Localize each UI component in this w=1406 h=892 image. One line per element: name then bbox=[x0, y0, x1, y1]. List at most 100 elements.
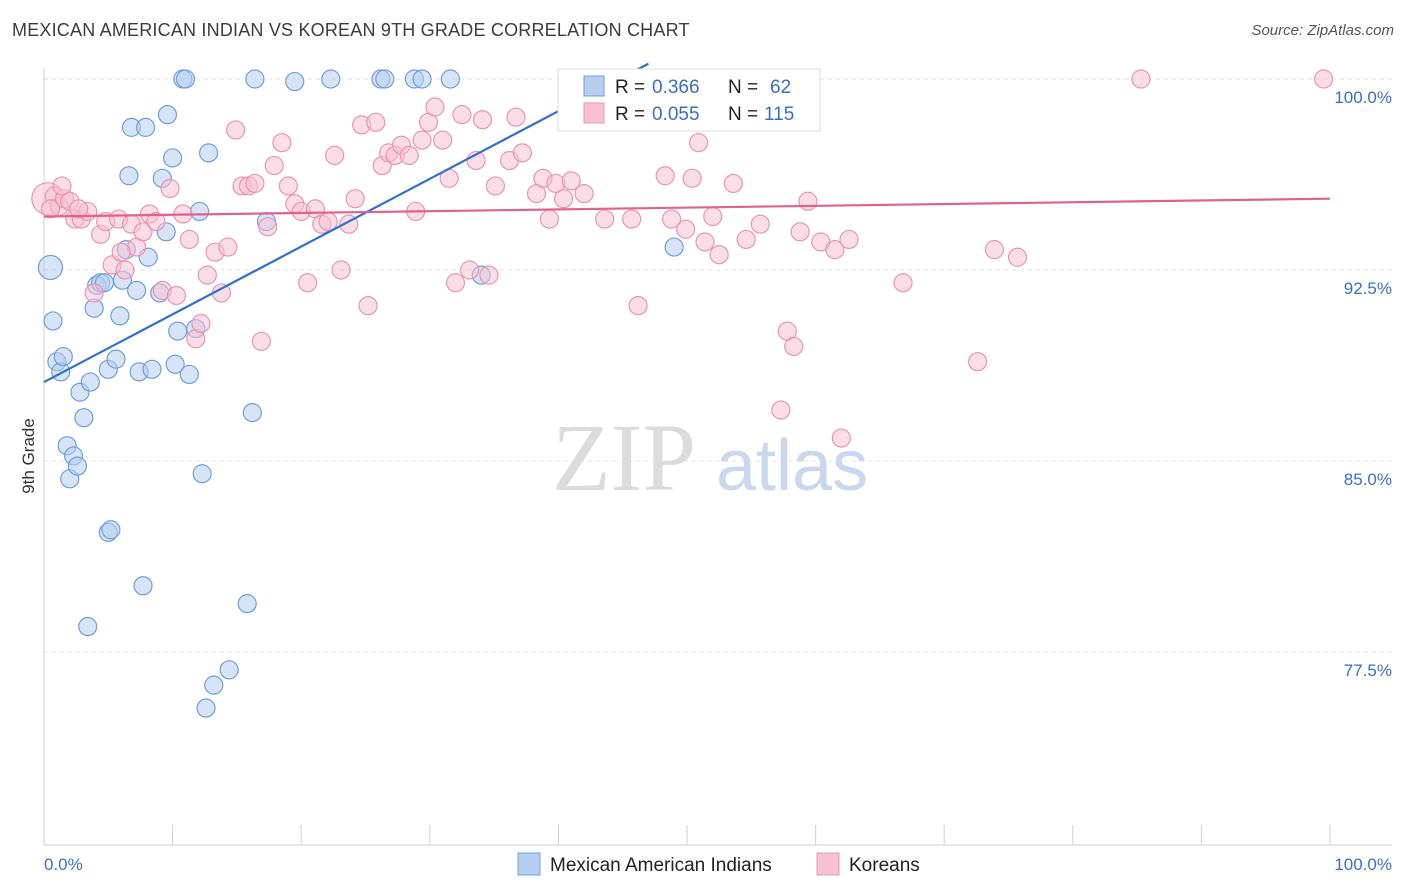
mexican-american-indians-point-47 bbox=[204, 675, 224, 695]
mexican-american-indians-point-8 bbox=[67, 456, 88, 476]
koreans-point-23 bbox=[179, 229, 199, 250]
koreans-point-103 bbox=[839, 229, 859, 250]
koreans-point-38 bbox=[278, 176, 298, 196]
stats-n-value-pink: 115 bbox=[764, 104, 794, 125]
koreans-point-16 bbox=[133, 222, 153, 242]
koreans-point-113 bbox=[69, 199, 89, 219]
koreans-point-48 bbox=[345, 189, 365, 209]
koreans-point-88 bbox=[682, 168, 702, 188]
mexican-american-indians-point-29 bbox=[135, 117, 156, 137]
koreans-point-89 bbox=[688, 133, 709, 153]
koreans-point-65 bbox=[460, 260, 480, 280]
koreans-point-105 bbox=[893, 273, 913, 293]
legend-label-koreans: Koreans bbox=[849, 855, 920, 876]
koreans-point-8 bbox=[84, 283, 104, 303]
mexican-american-indians-point-48 bbox=[219, 660, 239, 680]
koreans-point-93 bbox=[723, 173, 743, 194]
koreans-point-86 bbox=[661, 209, 682, 229]
koreans-point-109 bbox=[1131, 69, 1151, 89]
koreans-point-63 bbox=[445, 273, 466, 293]
mexican-american-indians-point-24 bbox=[119, 166, 139, 186]
koreans-point-36 bbox=[264, 155, 284, 176]
mexican-american-indians-point-50 bbox=[242, 403, 262, 423]
mexican-american-indians-point-56 bbox=[375, 69, 395, 89]
koreans-point-99 bbox=[790, 222, 810, 242]
mexican-american-indians-point-11 bbox=[78, 616, 98, 637]
koreans-point-60 bbox=[425, 97, 445, 117]
koreans-point-75 bbox=[539, 209, 559, 229]
mexican-american-indians-point-53 bbox=[285, 71, 305, 92]
chart-title: MEXICAN AMERICAN INDIAN VS KOREAN 9TH GR… bbox=[12, 20, 690, 40]
koreans-point-112 bbox=[52, 176, 72, 196]
koreans-point-45 bbox=[325, 145, 345, 165]
mexican-american-indians-point-43 bbox=[190, 201, 210, 222]
koreans-point-102 bbox=[825, 240, 845, 260]
x-tick-labels: 0.0% 100.0% bbox=[44, 855, 1392, 874]
mexican-american-indians-point-20 bbox=[106, 349, 126, 369]
koreans-point-96 bbox=[771, 400, 791, 420]
koreans-point-104 bbox=[831, 428, 851, 448]
koreans-point-68 bbox=[479, 265, 499, 285]
source-label: Source: ZipAtlas.com bbox=[1251, 22, 1394, 39]
stats-n-label-blue: N = bbox=[728, 77, 763, 98]
watermark-zip: ZIP bbox=[552, 404, 696, 511]
x-tick-label-1: 100.0% bbox=[1334, 855, 1392, 874]
trend-lines bbox=[43, 62, 1331, 384]
y-tick-label-3: 77.5% bbox=[1344, 661, 1392, 680]
koreans-point-78 bbox=[561, 171, 581, 191]
legend-swatch-koreans bbox=[816, 852, 840, 876]
mexican-american-indians-point-10 bbox=[74, 408, 94, 428]
watermark: ZIP atlas bbox=[552, 404, 868, 511]
koreans-point-20 bbox=[160, 178, 180, 199]
mexican-american-indians-point-46 bbox=[199, 143, 219, 163]
mexican-american-indians-point-41 bbox=[179, 364, 199, 385]
stats-n-value-blue: 62 bbox=[770, 77, 791, 98]
koreans-point-90 bbox=[695, 232, 715, 252]
mexican-american-indians-point-49 bbox=[237, 594, 257, 614]
koreans-point-33 bbox=[245, 173, 265, 194]
stats-r-value-blue: 0.366 bbox=[652, 77, 700, 98]
koreans-trend-line bbox=[43, 197, 1331, 218]
koreans-point-21 bbox=[166, 285, 187, 306]
koreans-point-26 bbox=[197, 265, 217, 285]
mexican-american-indians-trend-line bbox=[43, 62, 649, 384]
stats-legend-swatch-pink bbox=[583, 102, 605, 124]
koreans-point-69 bbox=[485, 176, 505, 196]
x-tick-label-0: 0.0% bbox=[44, 855, 83, 874]
mexican-american-indians-point-0 bbox=[37, 254, 64, 281]
series-koreans-points bbox=[31, 69, 1334, 448]
koreans-point-70 bbox=[506, 107, 526, 127]
mexican-american-indians-point-38 bbox=[168, 321, 188, 341]
koreans-point-72 bbox=[512, 143, 532, 163]
stats-legend-swatch-blue bbox=[583, 75, 605, 97]
mexican-american-indians-point-59 bbox=[440, 69, 460, 89]
mexican-american-indians-point-21 bbox=[110, 306, 130, 326]
koreans-point-79 bbox=[574, 184, 594, 204]
koreans-point-29 bbox=[218, 237, 238, 257]
koreans-point-35 bbox=[258, 217, 278, 237]
mexican-american-indians-point-58 bbox=[412, 69, 432, 89]
stats-n-label-pink: N = bbox=[728, 104, 763, 125]
legend-swatch-mexican-american-indians bbox=[517, 852, 541, 876]
koreans-point-80 bbox=[595, 209, 615, 229]
koreans-point-98 bbox=[784, 336, 804, 356]
stats-legend: R = 0.366 N = 62 R = 0.055 N = 115 bbox=[557, 68, 821, 132]
mexican-american-indians-point-40 bbox=[175, 69, 196, 89]
y-tick-label-0: 100.0% bbox=[1334, 88, 1392, 107]
koreans-point-67 bbox=[472, 110, 493, 130]
legend-label-mexican-american-indians: Mexican American Indians bbox=[550, 855, 772, 876]
mexican-american-indians-point-31 bbox=[142, 359, 162, 379]
koreans-point-110 bbox=[1313, 69, 1334, 89]
gridlines bbox=[44, 78, 1392, 653]
koreans-point-85 bbox=[655, 166, 675, 186]
koreans-point-114 bbox=[111, 242, 131, 262]
koreans-point-58 bbox=[412, 130, 432, 150]
koreans-point-41 bbox=[298, 273, 318, 293]
koreans-point-82 bbox=[622, 209, 642, 229]
koreans-point-95 bbox=[750, 214, 770, 234]
mexican-american-indians-point-26 bbox=[126, 280, 147, 300]
koreans-point-51 bbox=[366, 112, 386, 132]
koreans-point-83 bbox=[628, 296, 648, 316]
mexican-american-indians-point-4 bbox=[53, 346, 73, 367]
y-tick-labels: 100.0% 92.5% 85.0% 77.5% bbox=[1334, 88, 1392, 680]
